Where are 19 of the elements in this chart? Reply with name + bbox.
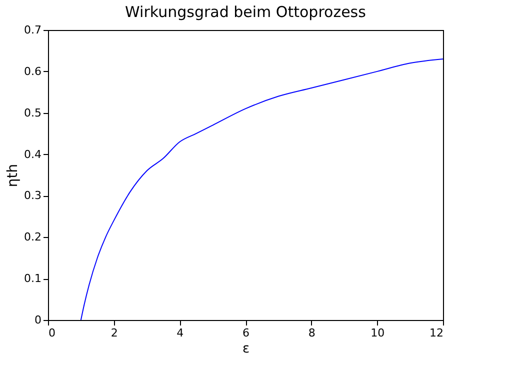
chart-title: Wirkungsgrad beim Ottoprozess — [125, 3, 366, 21]
y-tick-label: 0.3 — [24, 189, 42, 202]
x-tick-label: 0 — [48, 326, 56, 340]
y-tick-label: 0.4 — [24, 148, 42, 161]
x-tick-label: 12 — [430, 326, 444, 340]
x-tick-label: 10 — [370, 326, 385, 340]
line-series — [80, 58, 444, 320]
y-tick-label: 0.1 — [24, 272, 42, 286]
y-tick-label: 0.7 — [24, 24, 42, 36]
x-tick-label: 2 — [110, 326, 118, 340]
y-axis-title: ηth — [5, 164, 22, 188]
x-tick-label: 4 — [176, 326, 184, 340]
x-tick-label: 8 — [308, 326, 316, 340]
y-tick-label: 0.6 — [24, 64, 42, 78]
y-tick-label: 0 — [34, 314, 42, 326]
y-tick-label: 0.5 — [24, 106, 42, 120]
x-tick-label: 6 — [242, 326, 250, 340]
x-axis-title: ε — [242, 342, 250, 356]
y-tick-label: 0.2 — [24, 230, 42, 244]
